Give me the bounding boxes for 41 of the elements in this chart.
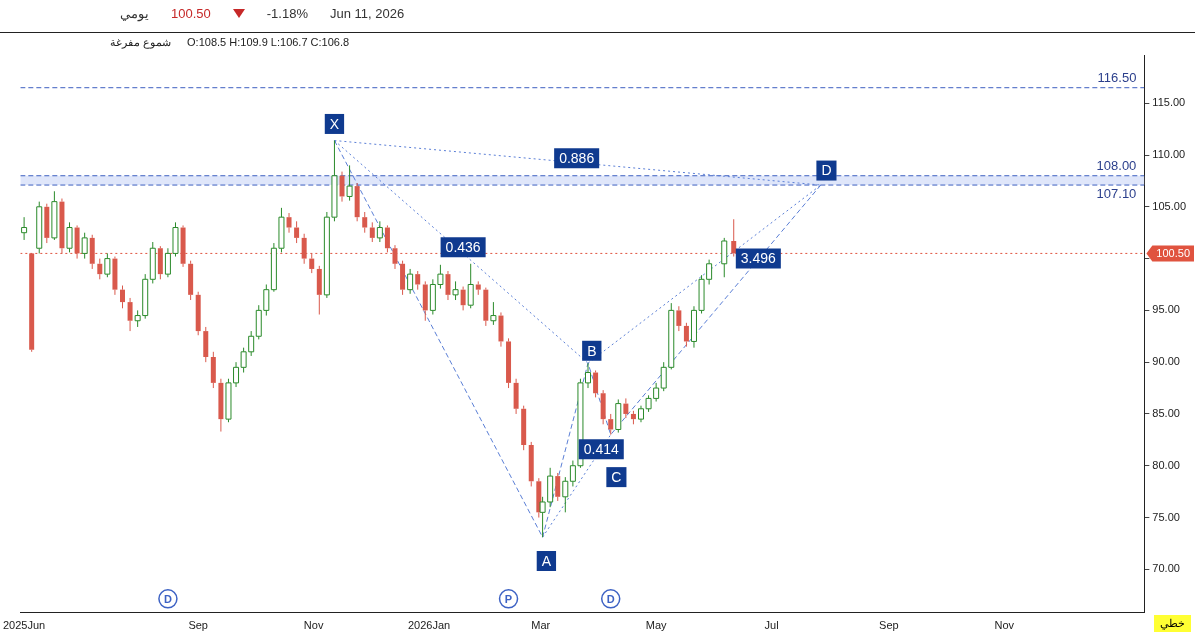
y-tick-label: 105.00 [1152,199,1187,212]
x-tick-label: Sep [879,619,899,632]
annotation: 0.436 [445,239,481,256]
x-tick-label: 2025Jun [2,619,46,632]
annotation: 0.886 [559,149,595,166]
annotation: X [329,115,340,132]
annotation: 3.496 [740,250,777,267]
y-tick-label: 70.00 [1152,562,1180,575]
text: شموع مفرغة [110,36,172,49]
x-axis-title: خطي [1154,615,1191,632]
x-tick-label: Mar [531,619,551,632]
y-tick-label: 110.00 [1152,148,1186,161]
ref-line-label: 100.50 [1156,247,1191,260]
ref-line-label: 116.50 [1097,69,1137,85]
y-tick-label: 85.00 [1152,406,1180,419]
annotation: D [606,592,615,605]
x-tick-label: May [645,619,668,632]
y-tick-label: 115.00 [1152,96,1186,109]
ref-line-label: 107.10 [1096,186,1137,202]
text: O:108.5 H:109.9 L:106.7 C:106.8 [187,36,350,49]
ref-line-label: 108.00 [1096,157,1137,173]
x-tick-label: Jul [764,619,779,632]
annotation: 0.414 [583,441,619,458]
x-tick-label: Sep [188,619,208,632]
annotation: A [541,552,552,569]
x-tick-label: 2026Jan [407,619,451,632]
x-tick-label: Nov [303,619,324,632]
text: 100.50 [171,6,211,21]
annotation: P [504,592,513,605]
y-tick-label: 75.00 [1152,510,1180,523]
annotation: C [611,468,622,485]
y-tick-label: 90.00 [1152,355,1180,368]
y-tick-label: 95.00 [1152,303,1180,316]
text: Jun 11, 2026 [329,6,405,21]
annotation: D [163,592,172,605]
annotation: B [587,342,597,359]
x-tick-label: Nov [994,619,1015,632]
text: -1.18% [266,6,308,21]
annotation: D [821,162,832,179]
text: يومي [120,6,149,21]
y-tick-label: 80.00 [1152,458,1180,471]
